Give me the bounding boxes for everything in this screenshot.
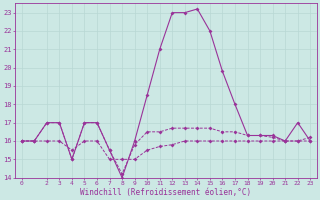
X-axis label: Windchill (Refroidissement éolien,°C): Windchill (Refroidissement éolien,°C): [80, 188, 252, 197]
